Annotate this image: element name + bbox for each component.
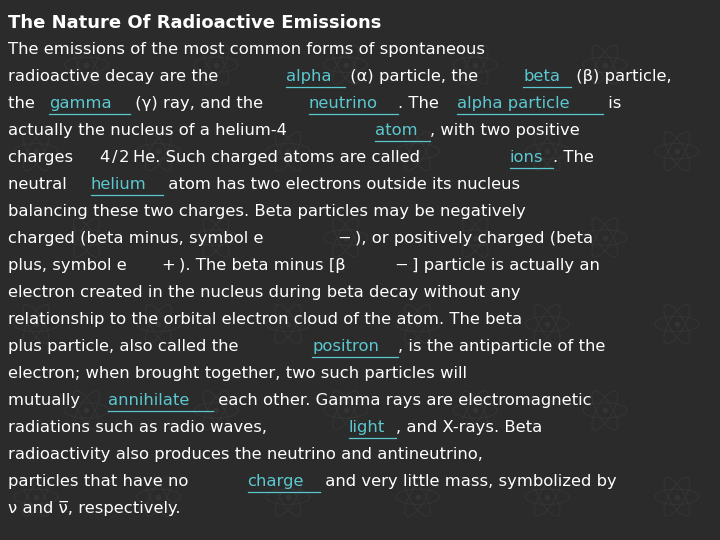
Text: . The: . The <box>553 150 594 165</box>
Text: gamma: gamma <box>50 96 112 111</box>
Text: charge: charge <box>248 474 304 489</box>
Text: , and X-rays. Beta: , and X-rays. Beta <box>396 420 542 435</box>
Text: 4: 4 <box>99 150 109 165</box>
Text: , with two positive: , with two positive <box>430 123 580 138</box>
Text: (γ) ray, and the: (γ) ray, and the <box>130 96 269 111</box>
Text: plus particle, also called the: plus particle, also called the <box>8 339 244 354</box>
Text: −: − <box>394 258 408 273</box>
Text: charged (beta minus, symbol e: charged (beta minus, symbol e <box>8 231 264 246</box>
Text: the: the <box>8 96 40 111</box>
Text: , is the antiparticle of the: , is the antiparticle of the <box>398 339 606 354</box>
Text: (α) particle, the: (α) particle, the <box>345 69 483 84</box>
Text: The emissions of the most common forms of spontaneous: The emissions of the most common forms o… <box>8 42 485 57</box>
Text: actually the nucleus of a helium-4: actually the nucleus of a helium-4 <box>8 123 292 138</box>
Text: charges: charges <box>8 150 78 165</box>
Text: +: + <box>161 258 175 273</box>
Text: radioactivity also produces the neutrino and antineutrino,: radioactivity also produces the neutrino… <box>8 447 483 462</box>
Text: 2: 2 <box>119 150 130 165</box>
Text: atom has two electrons outside its nucleus: atom has two electrons outside its nucle… <box>163 177 520 192</box>
Text: ). The beta minus [β: ). The beta minus [β <box>179 258 346 273</box>
Text: ), or positively charged (beta: ), or positively charged (beta <box>356 231 593 246</box>
Text: balancing these two charges. Beta particles may be negatively: balancing these two charges. Beta partic… <box>8 204 526 219</box>
Text: −: − <box>338 231 351 246</box>
Text: radioactive decay are the: radioactive decay are the <box>8 69 223 84</box>
Text: electron created in the nucleus during beta decay without any: electron created in the nucleus during b… <box>8 285 521 300</box>
Text: positron: positron <box>312 339 379 354</box>
Text: mutually: mutually <box>8 393 86 408</box>
Text: alpha: alpha <box>286 69 332 84</box>
Text: relationship to the orbital electron cloud of the atom. The beta: relationship to the orbital electron clo… <box>8 312 522 327</box>
Text: is: is <box>603 96 621 111</box>
Text: atom: atom <box>374 123 417 138</box>
Text: beta: beta <box>523 69 560 84</box>
Text: /: / <box>112 150 117 165</box>
Text: ν and ν̅, respectively.: ν and ν̅, respectively. <box>8 501 181 516</box>
Text: electron; when brought together, two such particles will: electron; when brought together, two suc… <box>8 366 467 381</box>
Text: annihilate: annihilate <box>108 393 189 408</box>
Text: and very little mass, symbolized by: and very little mass, symbolized by <box>320 474 617 489</box>
Text: light: light <box>349 420 385 435</box>
Text: helium: helium <box>91 177 146 192</box>
Text: radiations such as radio waves,: radiations such as radio waves, <box>8 420 272 435</box>
Text: The Nature Of Radioactive Emissions: The Nature Of Radioactive Emissions <box>8 14 382 32</box>
Text: neutrino: neutrino <box>309 96 378 111</box>
Text: He. Such charged atoms are called: He. Such charged atoms are called <box>132 150 425 165</box>
Text: neutral: neutral <box>8 177 72 192</box>
Text: particles that have no: particles that have no <box>8 474 194 489</box>
Text: (β) particle,: (β) particle, <box>571 69 672 84</box>
Text: alpha particle: alpha particle <box>457 96 570 111</box>
Text: . The: . The <box>398 96 444 111</box>
Text: plus, symbol e: plus, symbol e <box>8 258 127 273</box>
Text: each other. Gamma rays are electromagnetic: each other. Gamma rays are electromagnet… <box>213 393 591 408</box>
Text: ions: ions <box>510 150 544 165</box>
Text: ] particle is actually an: ] particle is actually an <box>412 258 600 273</box>
